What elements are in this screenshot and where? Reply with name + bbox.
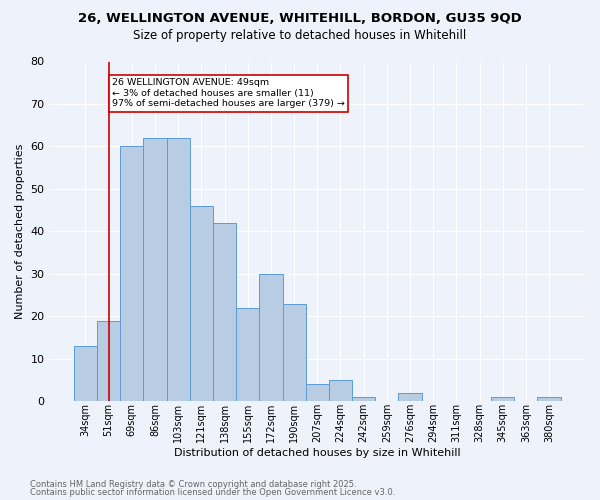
Bar (491, 397, 514, 401)
Text: Contains public sector information licensed under the Open Government Licence v3: Contains public sector information licen… (30, 488, 395, 497)
Bar (352, 397, 375, 401)
Bar (213, 223, 236, 401)
Text: Size of property relative to detached houses in Whitehill: Size of property relative to detached ho… (133, 29, 467, 42)
Text: Contains HM Land Registry data © Crown copyright and database right 2025.: Contains HM Land Registry data © Crown c… (30, 480, 356, 489)
Bar (329, 380, 352, 401)
X-axis label: Distribution of detached houses by size in Whitehill: Distribution of detached houses by size … (174, 448, 461, 458)
Text: 26, WELLINGTON AVENUE, WHITEHILL, BORDON, GU35 9QD: 26, WELLINGTON AVENUE, WHITEHILL, BORDON… (78, 12, 522, 26)
Bar (143, 138, 167, 401)
Bar (538, 397, 560, 401)
Bar (120, 146, 143, 401)
Bar (259, 274, 283, 401)
Text: 26 WELLINGTON AVENUE: 49sqm
← 3% of detached houses are smaller (11)
97% of semi: 26 WELLINGTON AVENUE: 49sqm ← 3% of deta… (112, 78, 345, 108)
Bar (167, 138, 190, 401)
Bar (398, 392, 422, 401)
Bar (305, 384, 329, 401)
Bar (97, 320, 120, 401)
Bar (74, 346, 97, 401)
Y-axis label: Number of detached properties: Number of detached properties (15, 144, 25, 319)
Bar (190, 206, 213, 401)
Bar (283, 304, 305, 401)
Bar (236, 308, 259, 401)
